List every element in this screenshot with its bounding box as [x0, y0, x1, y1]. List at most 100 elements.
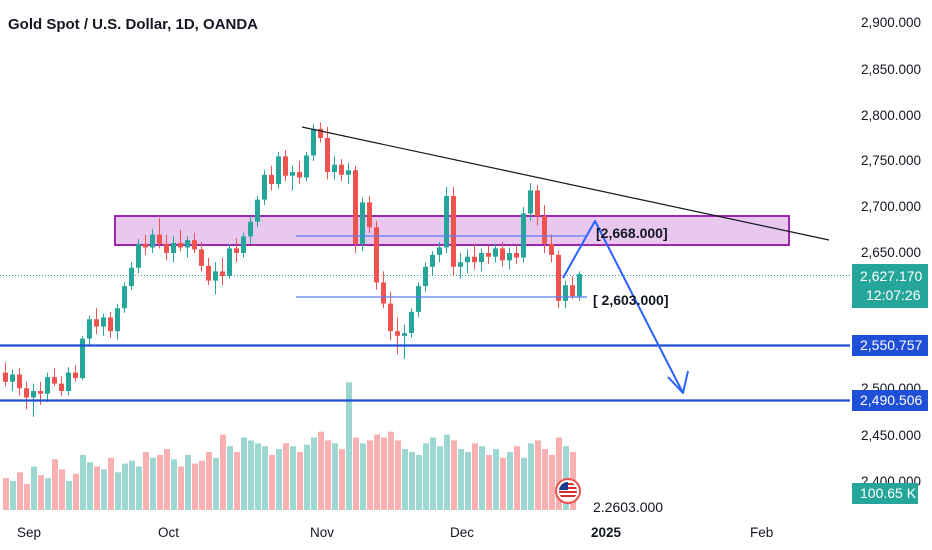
candle	[500, 241, 505, 267]
volume-bar	[164, 449, 170, 510]
volume-bar	[479, 446, 485, 510]
candle	[255, 195, 260, 228]
volume-bar	[507, 452, 513, 510]
volume-bar	[549, 454, 555, 510]
candle	[346, 162, 351, 184]
candle	[283, 149, 288, 182]
volume-bar	[150, 457, 156, 510]
current-price-value: 2,627.170	[860, 268, 922, 284]
candle	[94, 308, 99, 334]
candle	[374, 220, 379, 290]
candle	[59, 376, 64, 396]
candle	[367, 195, 372, 233]
candle	[409, 308, 414, 338]
volume-bar	[528, 443, 534, 510]
level-badge-text: 2,550.757	[860, 337, 922, 353]
volume-bar	[178, 466, 184, 510]
volume-bar	[220, 434, 226, 510]
bottom-note: 2.2603.000	[593, 499, 663, 515]
volume-bar	[157, 454, 163, 510]
level-badge-2550: 2,550.757	[852, 335, 928, 356]
volume-bar	[353, 437, 359, 510]
volume-bar	[101, 469, 107, 510]
volume-bar	[122, 463, 128, 510]
candle	[3, 362, 8, 387]
candle	[136, 239, 141, 274]
volume-bar	[80, 454, 86, 510]
candle	[423, 262, 428, 292]
candle	[213, 262, 218, 295]
volume-bar	[290, 446, 296, 510]
volume-bar	[514, 446, 520, 510]
candle	[556, 251, 561, 309]
candle	[10, 369, 15, 391]
volume-bar	[234, 452, 240, 510]
volume-bar	[31, 466, 37, 510]
level-badge-2490: 2,490.506	[852, 390, 928, 411]
candle	[416, 282, 421, 318]
candle	[339, 159, 344, 182]
candle	[122, 282, 127, 313]
volume-bar	[444, 434, 450, 510]
time-tick: Nov	[310, 525, 334, 540]
volume-bar	[297, 452, 303, 510]
volume-bar	[416, 454, 422, 510]
candle	[465, 249, 470, 274]
volume-bar	[360, 443, 366, 510]
candle	[388, 291, 393, 341]
time-tick: Oct	[158, 525, 179, 540]
time-axis[interactable]: Sep Oct Nov Dec 2025 Feb	[17, 525, 773, 540]
chart-title: Gold Spot / U.S. Dollar, 1D, OANDA	[8, 16, 258, 33]
volume-bar	[388, 431, 394, 510]
volume-bar	[192, 463, 198, 510]
candle	[311, 124, 316, 161]
countdown-timer: 12:07:26	[866, 287, 921, 303]
volume-bar	[367, 440, 373, 510]
volume-bar	[87, 462, 93, 510]
us-flag-icon[interactable]	[555, 478, 581, 504]
candle	[17, 368, 22, 396]
volume-bar	[199, 460, 205, 510]
candle	[395, 317, 400, 355]
volume-bar	[276, 449, 282, 510]
candle	[570, 276, 575, 299]
projection-path[interactable]	[562, 220, 684, 394]
volume-badge-text: 100.65 K	[860, 485, 917, 501]
volume-bar	[423, 443, 429, 510]
candle	[437, 241, 442, 263]
candles	[3, 122, 582, 417]
volume-bar	[346, 382, 352, 510]
candle	[192, 232, 197, 253]
candle	[535, 184, 540, 226]
candle	[129, 262, 134, 290]
candle	[451, 186, 456, 276]
candle	[528, 183, 533, 221]
candle	[262, 170, 267, 206]
volume-bar	[465, 452, 471, 510]
candle	[290, 165, 295, 191]
candle	[542, 205, 547, 253]
volume-bar	[374, 434, 380, 510]
time-tick: 2025	[591, 525, 622, 540]
candle	[276, 151, 281, 189]
volume-bar	[332, 443, 338, 510]
time-tick: Sep	[17, 525, 41, 540]
candle	[199, 241, 204, 272]
candle	[115, 303, 120, 340]
volume-bar	[241, 437, 247, 510]
volume-bar	[206, 452, 212, 510]
volume-bar	[227, 446, 233, 510]
trendline[interactable]	[301, 126, 830, 241]
candle	[73, 365, 78, 382]
volume-bar	[94, 466, 100, 510]
price-tick: 2,700.000	[861, 199, 921, 214]
candle	[66, 367, 71, 396]
volume-bar	[3, 478, 9, 510]
candle	[493, 243, 498, 263]
volume-bar	[486, 454, 492, 510]
volume-bar	[311, 437, 317, 510]
volume-bar	[283, 443, 289, 510]
